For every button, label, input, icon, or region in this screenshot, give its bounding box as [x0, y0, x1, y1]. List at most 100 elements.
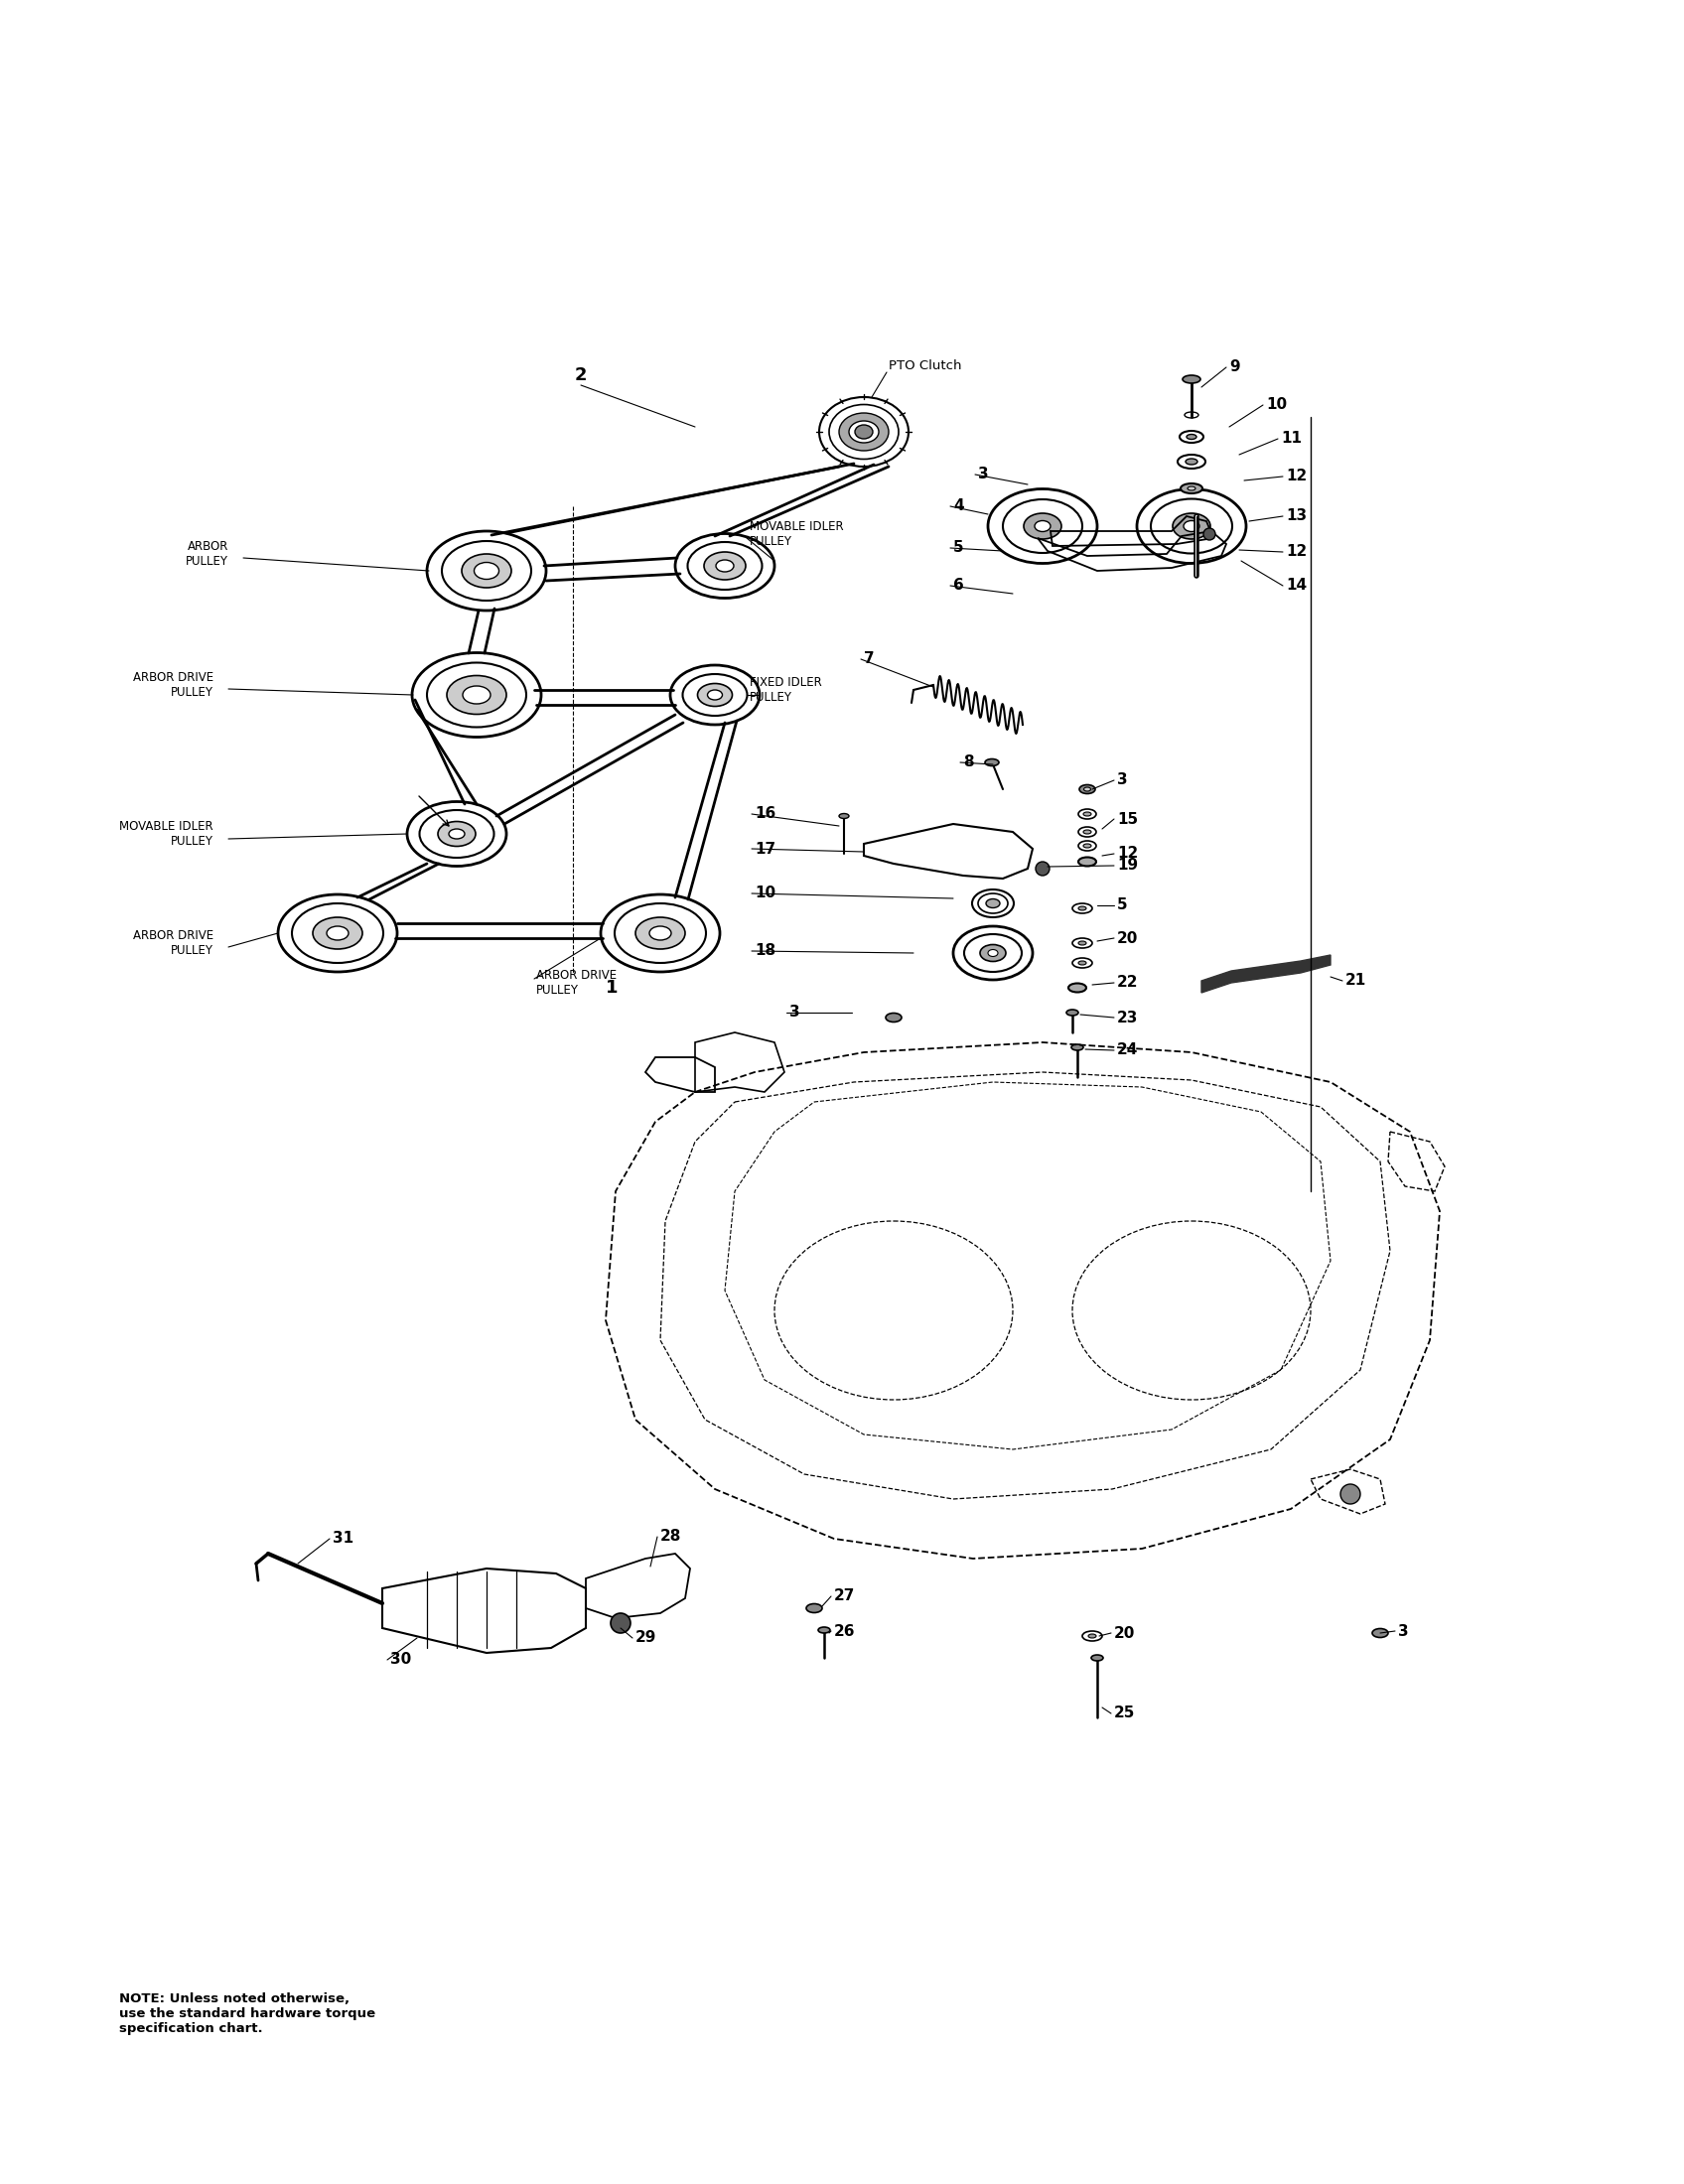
- Ellipse shape: [446, 675, 507, 714]
- Ellipse shape: [855, 426, 872, 439]
- Ellipse shape: [1078, 906, 1086, 911]
- Text: 30: 30: [391, 1653, 411, 1666]
- Text: 1: 1: [606, 978, 618, 996]
- Text: 4: 4: [953, 498, 963, 513]
- Text: 3: 3: [790, 1005, 800, 1020]
- Text: MOVABLE IDLER
PULLEY: MOVABLE IDLER PULLEY: [120, 819, 214, 847]
- Text: 5: 5: [1116, 898, 1128, 913]
- Ellipse shape: [1083, 843, 1091, 847]
- Ellipse shape: [716, 559, 734, 572]
- Ellipse shape: [704, 553, 746, 579]
- Text: 12: 12: [1287, 470, 1307, 485]
- Circle shape: [1036, 863, 1049, 876]
- Text: 24: 24: [1116, 1044, 1138, 1057]
- Ellipse shape: [839, 815, 849, 819]
- Text: 8: 8: [963, 756, 973, 771]
- Ellipse shape: [1184, 520, 1199, 531]
- Text: 22: 22: [1116, 976, 1138, 989]
- Text: 13: 13: [1287, 509, 1307, 524]
- Circle shape: [1204, 529, 1216, 539]
- Ellipse shape: [1024, 513, 1061, 539]
- Polygon shape: [1201, 954, 1330, 994]
- Text: 3: 3: [978, 467, 989, 483]
- Ellipse shape: [849, 422, 879, 443]
- Ellipse shape: [461, 555, 512, 587]
- Text: ARBOR DRIVE
PULLEY: ARBOR DRIVE PULLEY: [133, 670, 214, 699]
- Text: 18: 18: [754, 943, 776, 959]
- Text: PTO Clutch: PTO Clutch: [889, 358, 962, 371]
- Ellipse shape: [1172, 513, 1211, 539]
- Text: 3: 3: [1398, 1623, 1408, 1638]
- Ellipse shape: [989, 950, 999, 957]
- Ellipse shape: [1078, 856, 1096, 867]
- Text: 12: 12: [1116, 845, 1138, 860]
- Ellipse shape: [818, 1627, 830, 1634]
- Text: 10: 10: [1266, 397, 1287, 413]
- Text: 9: 9: [1229, 360, 1239, 376]
- Text: 17: 17: [754, 841, 776, 856]
- Ellipse shape: [1083, 830, 1091, 834]
- Ellipse shape: [438, 821, 475, 845]
- Ellipse shape: [463, 686, 490, 703]
- Text: ARBOR
PULLEY: ARBOR PULLEY: [185, 539, 229, 568]
- Text: 7: 7: [864, 651, 874, 666]
- Ellipse shape: [1182, 376, 1201, 382]
- Text: 2: 2: [574, 367, 588, 384]
- Text: NOTE: Unless noted otherwise,
use the standard hardware torque
specification cha: NOTE: Unless noted otherwise, use the st…: [120, 1992, 376, 2035]
- Ellipse shape: [327, 926, 349, 939]
- Text: 28: 28: [660, 1529, 682, 1544]
- Text: 15: 15: [1116, 812, 1138, 826]
- Ellipse shape: [707, 690, 722, 699]
- Text: 20: 20: [1115, 1625, 1135, 1640]
- Ellipse shape: [1078, 961, 1086, 965]
- Circle shape: [611, 1614, 630, 1634]
- Ellipse shape: [1083, 812, 1091, 817]
- Ellipse shape: [886, 1013, 901, 1022]
- Text: FIXED IDLER
PULLEY: FIXED IDLER PULLEY: [749, 677, 822, 703]
- Ellipse shape: [807, 1603, 822, 1612]
- Circle shape: [1340, 1485, 1361, 1505]
- Ellipse shape: [985, 760, 999, 767]
- Text: 26: 26: [834, 1623, 855, 1638]
- Text: 19: 19: [1116, 858, 1138, 874]
- Ellipse shape: [1088, 1634, 1096, 1638]
- Text: 23: 23: [1116, 1009, 1138, 1024]
- Ellipse shape: [1078, 941, 1086, 946]
- Text: 14: 14: [1287, 579, 1307, 594]
- Ellipse shape: [650, 926, 672, 939]
- Text: 29: 29: [635, 1631, 657, 1645]
- Text: 16: 16: [754, 806, 776, 821]
- Ellipse shape: [1034, 520, 1051, 531]
- Ellipse shape: [980, 943, 1005, 961]
- Ellipse shape: [1180, 483, 1202, 494]
- Ellipse shape: [697, 684, 733, 705]
- Ellipse shape: [450, 830, 465, 839]
- Ellipse shape: [1372, 1629, 1388, 1638]
- Text: MOVABLE IDLER
PULLEY: MOVABLE IDLER PULLEY: [749, 520, 844, 548]
- Ellipse shape: [1187, 487, 1196, 491]
- Ellipse shape: [475, 561, 498, 579]
- Text: 10: 10: [754, 887, 776, 900]
- Ellipse shape: [1091, 1655, 1103, 1660]
- Text: 20: 20: [1116, 930, 1138, 946]
- Ellipse shape: [1079, 784, 1095, 793]
- Ellipse shape: [1084, 786, 1091, 791]
- Ellipse shape: [313, 917, 362, 950]
- Ellipse shape: [839, 413, 889, 450]
- Text: ARBOR DRIVE
PULLEY: ARBOR DRIVE PULLEY: [536, 970, 616, 996]
- Ellipse shape: [985, 900, 1000, 909]
- Text: 5: 5: [953, 542, 963, 555]
- Text: 3: 3: [1116, 773, 1128, 788]
- Ellipse shape: [1187, 435, 1196, 439]
- Text: 31: 31: [333, 1531, 354, 1546]
- Text: 27: 27: [834, 1590, 855, 1603]
- Ellipse shape: [1071, 1044, 1083, 1051]
- Text: ARBOR DRIVE
PULLEY: ARBOR DRIVE PULLEY: [133, 928, 214, 957]
- Ellipse shape: [1186, 459, 1197, 465]
- Text: 12: 12: [1287, 544, 1307, 559]
- Text: 25: 25: [1115, 1706, 1135, 1721]
- Ellipse shape: [1066, 1009, 1078, 1016]
- Text: 11: 11: [1282, 432, 1302, 446]
- Text: 21: 21: [1346, 974, 1366, 987]
- Text: 6: 6: [953, 579, 963, 594]
